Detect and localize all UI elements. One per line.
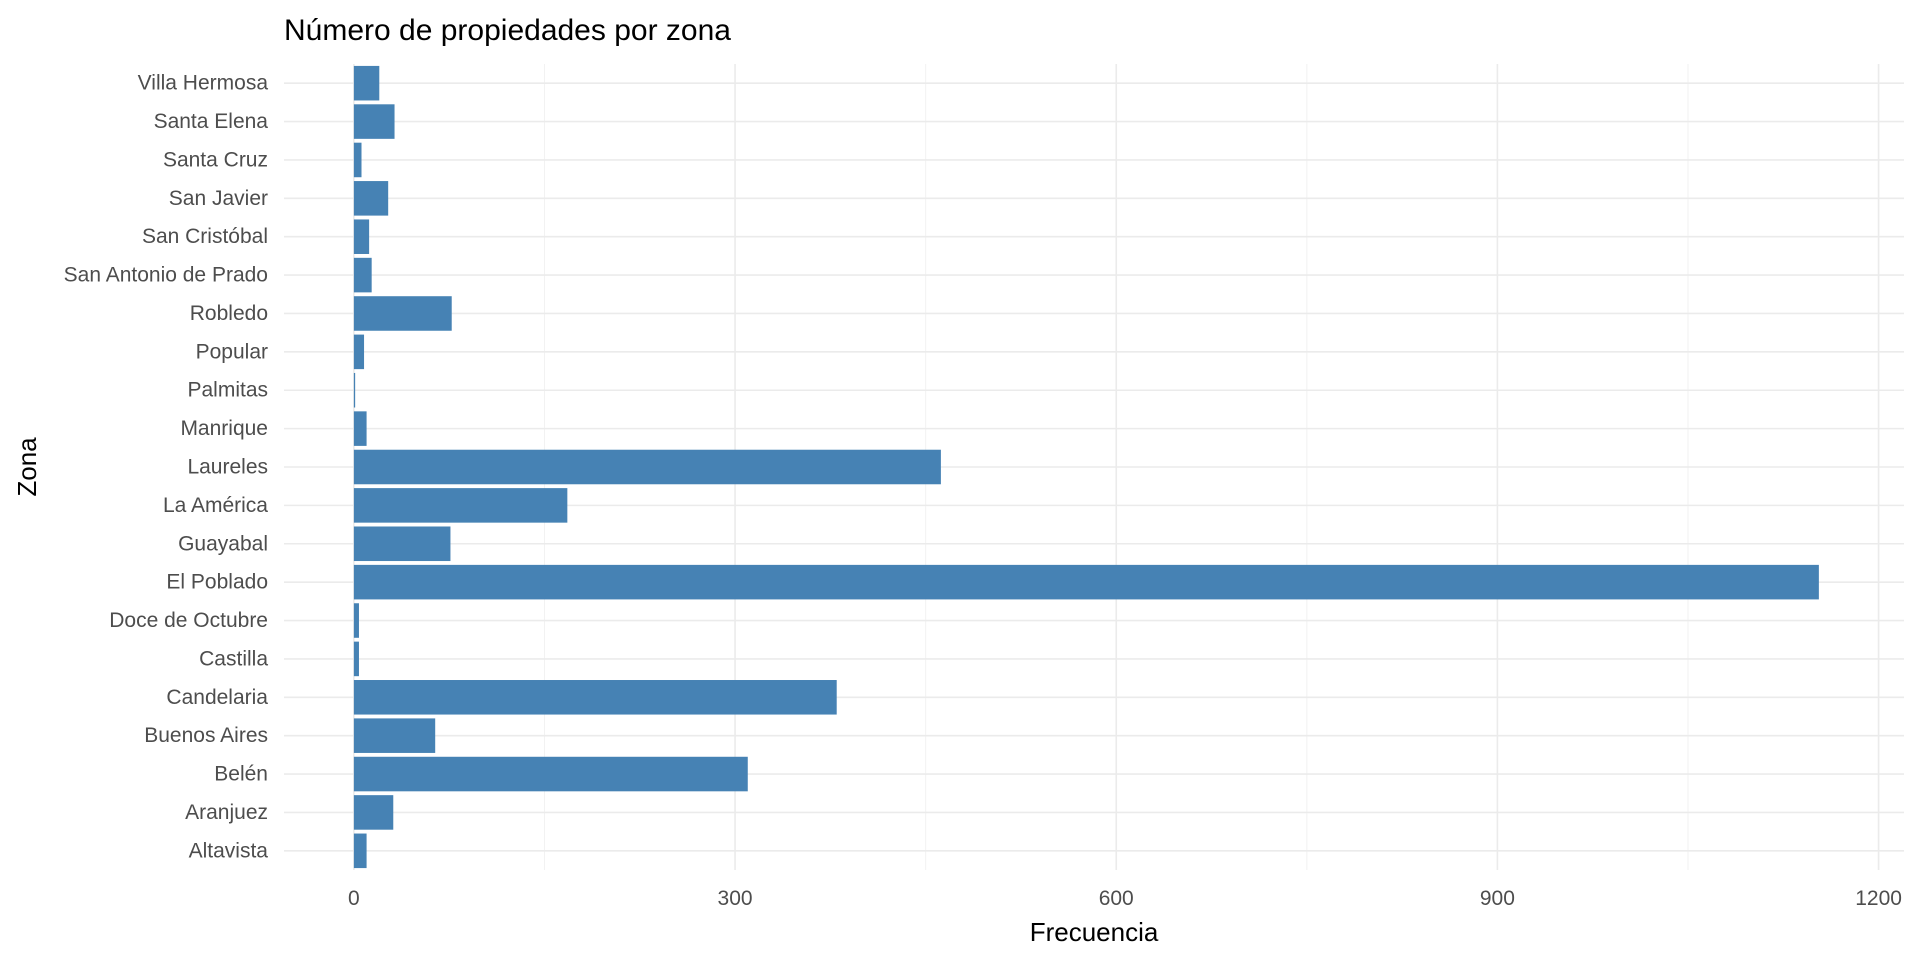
bar: [353, 449, 941, 485]
y-tick-label: Santa Cruz: [163, 148, 268, 171]
bar: [353, 296, 452, 331]
bar: [353, 104, 395, 139]
x-tick-labels: 0 300 600 900 1200: [348, 887, 1902, 910]
y-tick-label: Villa Hermosa: [138, 72, 269, 95]
y-axis-title: Zona: [12, 437, 42, 497]
y-tick-label: Palmitas: [187, 379, 268, 402]
y-tick-label: Laureles: [187, 456, 268, 479]
y-tick-label: Aranjuez: [185, 801, 268, 824]
x-tick-label: 900: [1480, 887, 1515, 910]
bar: [353, 526, 451, 562]
y-tick-label: Belén: [214, 763, 268, 786]
y-tick-label: Altavista: [189, 839, 269, 862]
bar: [353, 334, 365, 370]
bars: [353, 65, 1819, 869]
bar: [353, 564, 1819, 600]
bar: [353, 603, 359, 638]
x-tick-label: 300: [718, 887, 753, 910]
bar: [353, 680, 837, 715]
y-tick-label: La América: [163, 494, 268, 517]
bar: [353, 142, 362, 178]
x-tick-label: 1200: [1855, 887, 1902, 910]
x-tick-label: 600: [1099, 887, 1134, 910]
bar: [353, 833, 367, 869]
y-tick-label: Guayabal: [178, 532, 268, 555]
bar: [353, 411, 367, 446]
y-tick-label: San Cristóbal: [142, 225, 268, 248]
chart-title: Número de propiedades por zona: [284, 14, 731, 47]
bar: [353, 756, 748, 792]
y-tick-label: Candelaria: [166, 686, 268, 709]
y-tick-label: Castilla: [199, 647, 268, 670]
y-tick-labels: Altavista Aranjuez Belén Buenos Aires Candel…: [64, 72, 269, 863]
bar: [353, 181, 389, 216]
x-tick-label: 0: [348, 887, 360, 910]
y-tick-label: Manrique: [180, 417, 268, 440]
y-tick-label: San Javier: [169, 187, 268, 210]
y-tick-label: Robledo: [190, 302, 268, 325]
bar: [353, 641, 359, 677]
bar: [353, 219, 370, 254]
y-tick-label: San Antonio de Prado: [64, 264, 268, 287]
y-tick-label: Buenos Aires: [144, 724, 268, 747]
bar: [353, 65, 380, 101]
bar: [353, 718, 436, 753]
bar: [353, 795, 394, 830]
y-tick-label: Popular: [196, 340, 268, 363]
bar: [353, 488, 568, 523]
x-axis-title: Frecuencia: [1030, 917, 1159, 947]
bar: [353, 257, 372, 293]
y-tick-label: Santa Elena: [154, 110, 269, 133]
bar: [353, 372, 356, 408]
y-tick-label: Doce de Octubre: [109, 609, 268, 632]
y-tick-label: El Poblado: [166, 571, 268, 594]
